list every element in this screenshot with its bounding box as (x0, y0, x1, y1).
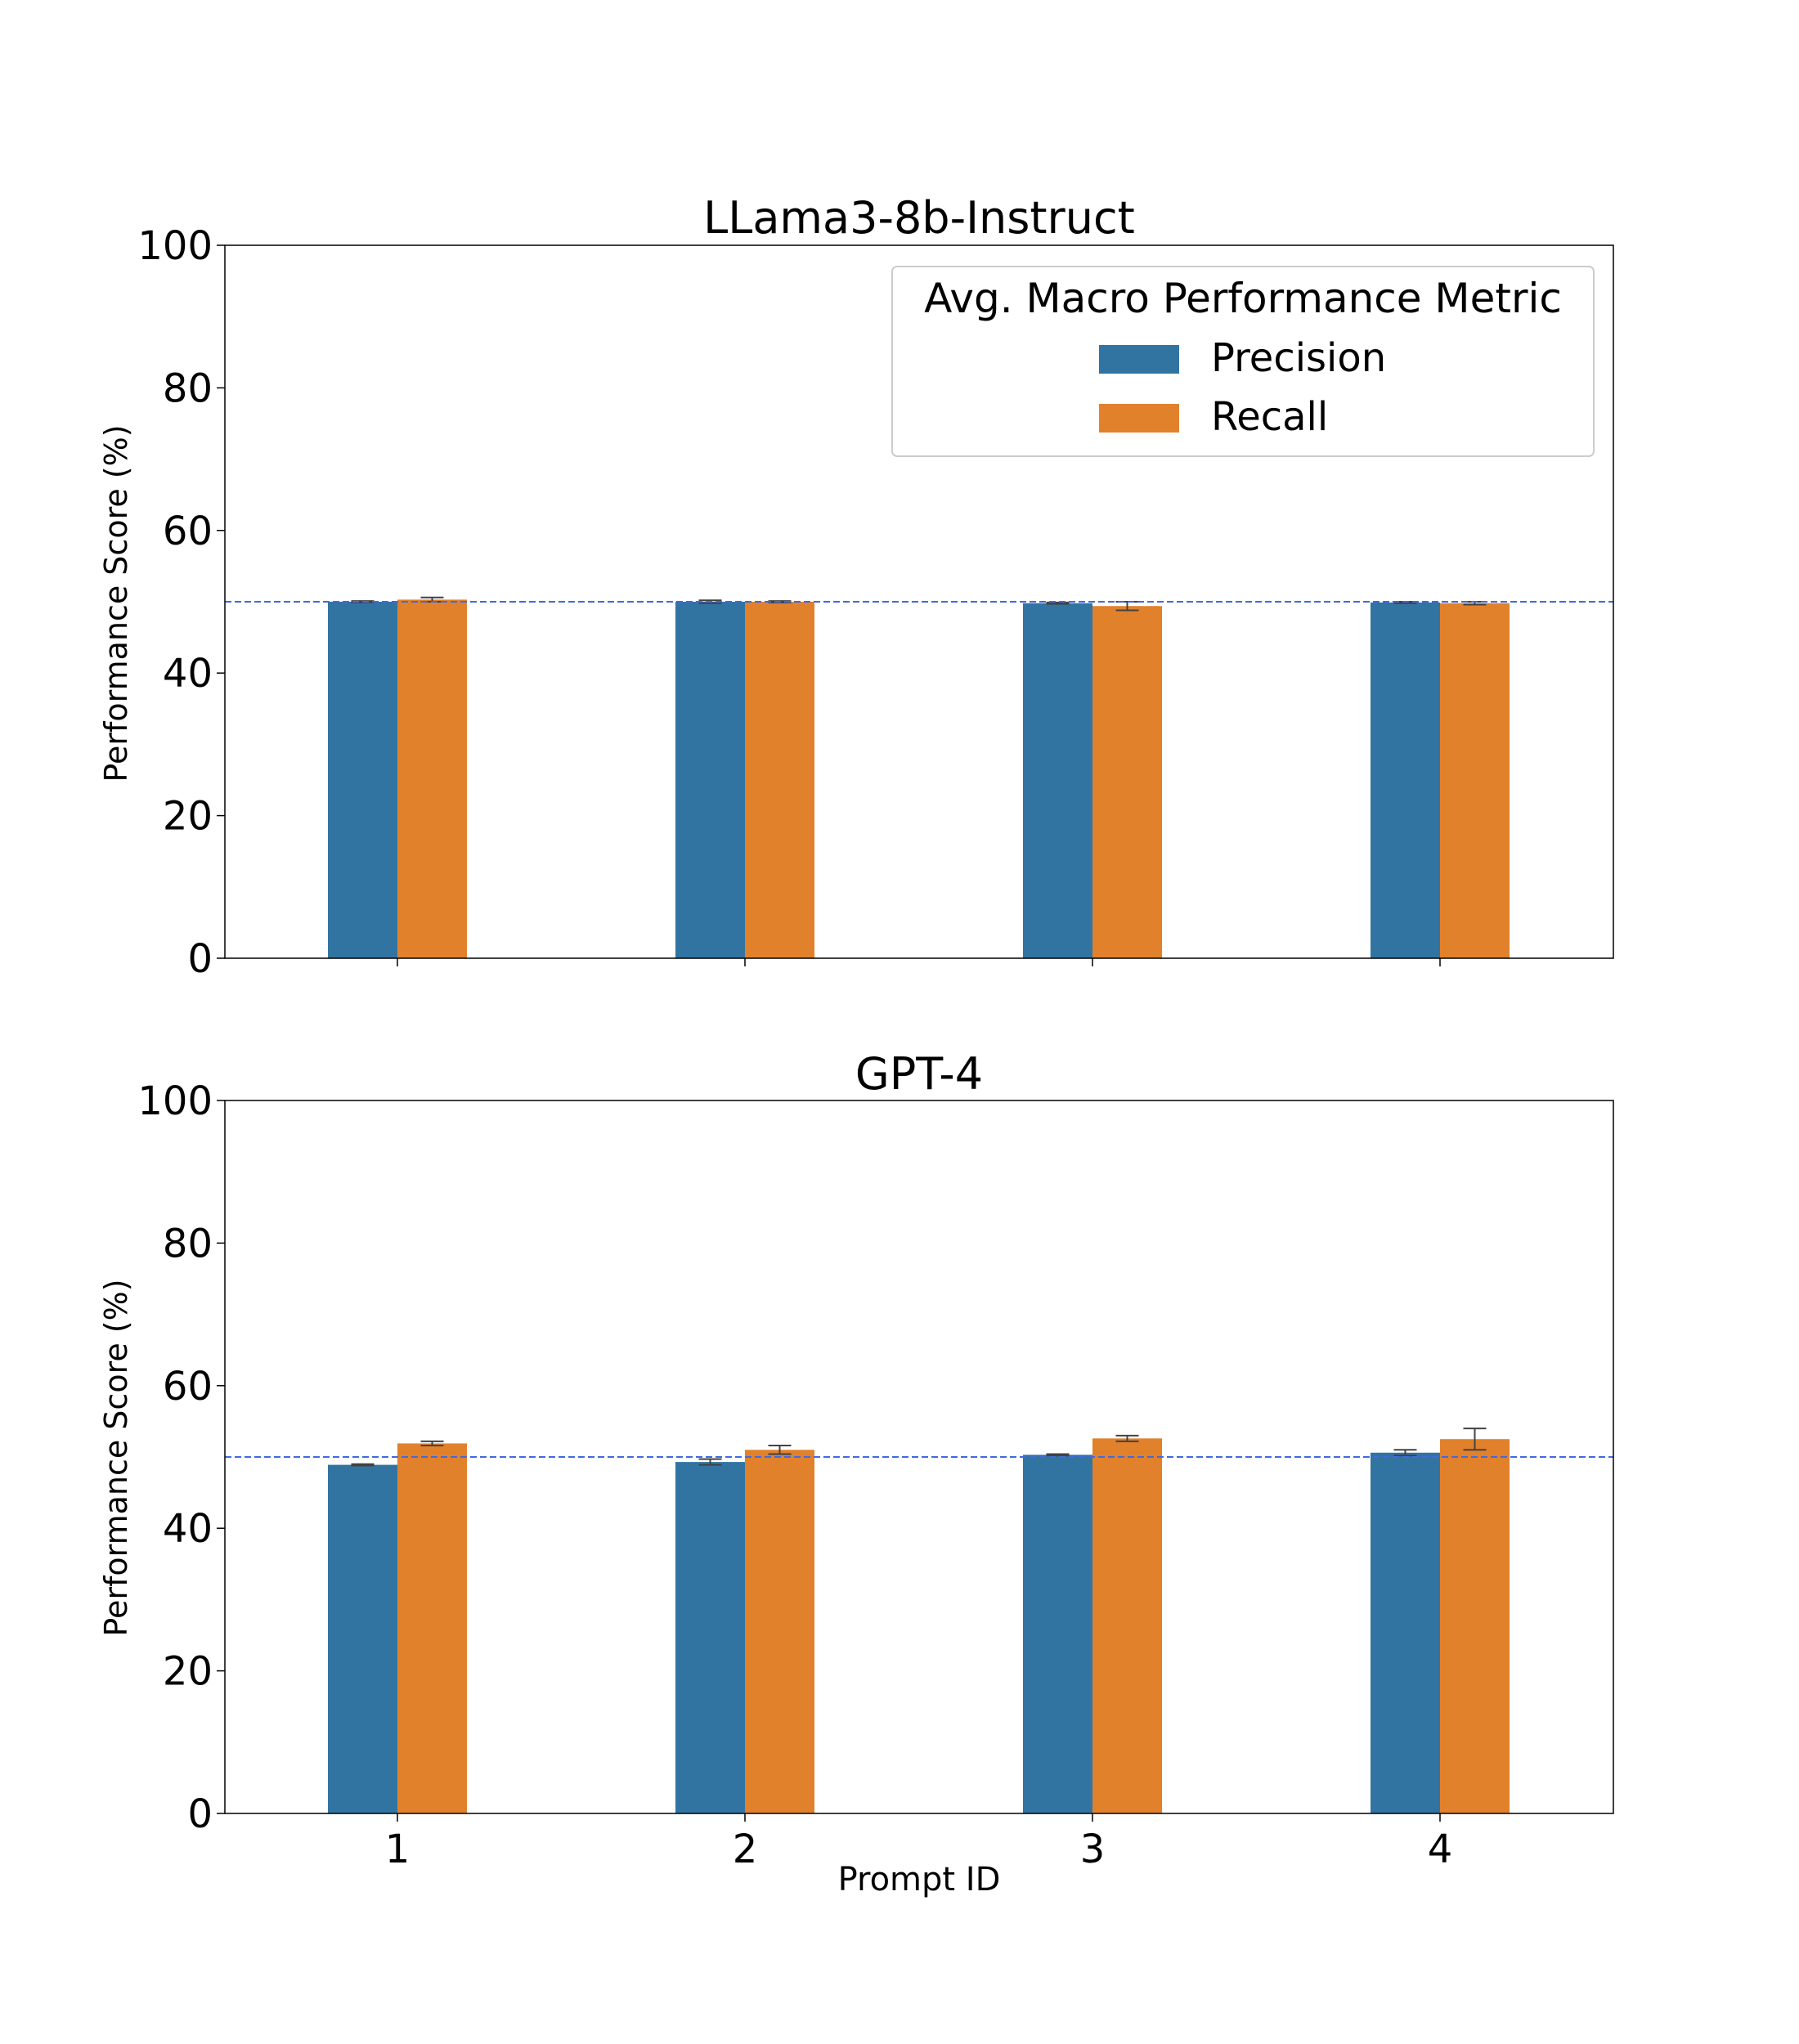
panel-llama3: LLama3-8b-Instruct 0 20 40 60 80 100 Performa… (98, 192, 1614, 982)
y-tick-label: 80 (163, 1221, 213, 1266)
panel-marks (225, 596, 1613, 958)
y-tick-label: 40 (163, 651, 213, 697)
y-tick-label: 20 (163, 1649, 213, 1695)
legend-frame (891, 266, 1595, 457)
error-bar-precision-prompt-3 (1046, 601, 1070, 605)
bar-precision-prompt-4 (1371, 1452, 1440, 1813)
y-tick-label: 60 (163, 509, 213, 554)
x-tick-label: 1 (385, 1827, 410, 1872)
y-tick-label: 100 (137, 1078, 213, 1124)
y-tick-label: 0 (187, 1791, 213, 1837)
panel-gpt4: GPT-4 0 20 40 60 80 100 1 2 3 4 Performance Score… (98, 1048, 1614, 1898)
y-tick-label: 80 (163, 365, 213, 411)
x-tick-label: 3 (1080, 1827, 1106, 1872)
x-axis-label: Prompt ID (838, 1861, 1001, 1898)
bar-recall-prompt-3 (1092, 606, 1162, 958)
legend-title: Avg. Macro Performance Metric (924, 275, 1562, 322)
y-tick-label: 0 (187, 936, 213, 982)
panel-marks (225, 1428, 1613, 1813)
bar-precision-prompt-3 (1023, 603, 1092, 958)
y-axis-label: Performance Score (%) (98, 424, 134, 782)
bar-precision-prompt-3 (1023, 1455, 1092, 1813)
panel-axes: 0 20 40 60 80 100 1 2 3 4 (137, 1078, 1614, 1872)
x-tick-label: 2 (733, 1827, 758, 1872)
plot-frame (224, 244, 1614, 959)
legend: Avg. Macro Performance Metric Precision … (891, 266, 1595, 457)
bar-precision-prompt-1 (328, 602, 397, 958)
error-bar-recall-prompt-3 (1115, 1434, 1139, 1442)
y-axis-label: Performance Score (%) (98, 1279, 134, 1636)
panel-title: LLama3-8b-Instruct (703, 192, 1135, 244)
error-bar-precision-prompt-4 (1393, 1449, 1417, 1457)
bar-recall-prompt-2 (745, 1450, 814, 1813)
legend-swatch-recall (1099, 404, 1179, 433)
legend-label-precision: Precision (1211, 335, 1386, 381)
y-tick-label: 100 (137, 223, 213, 269)
bar-precision-prompt-1 (328, 1464, 397, 1813)
panel-title: GPT-4 (855, 1048, 983, 1100)
bar-recall-prompt-1 (397, 1443, 467, 1813)
y-tick-label: 40 (163, 1506, 213, 1552)
bar-recall-prompt-3 (1092, 1438, 1162, 1813)
plot-frame (224, 1100, 1614, 1814)
bar-recall-prompt-4 (1440, 603, 1510, 958)
bar-recall-prompt-2 (745, 602, 814, 958)
bar-precision-prompt-4 (1371, 602, 1440, 958)
bar-recall-prompt-4 (1440, 1439, 1510, 1813)
panel-axes: 0 20 40 60 80 100 (137, 223, 1614, 982)
error-bar-recall-prompt-2 (768, 1445, 792, 1455)
legend-swatch-precision (1099, 345, 1179, 374)
error-bar-recall-prompt-1 (420, 1440, 444, 1447)
x-tick-label: 4 (1428, 1827, 1453, 1872)
y-tick-label: 20 (163, 794, 213, 840)
error-bar-recall-prompt-4 (1463, 1428, 1487, 1451)
bar-precision-prompt-2 (675, 602, 745, 958)
legend-label-recall: Recall (1211, 394, 1328, 440)
error-bar-precision-prompt-2 (698, 1458, 722, 1466)
error-bar-precision-prompt-3 (1046, 1453, 1070, 1457)
error-bar-precision-prompt-1 (351, 1463, 375, 1467)
y-tick-label: 60 (163, 1364, 213, 1410)
bar-precision-prompt-2 (675, 1462, 745, 1813)
bar-recall-prompt-1 (397, 599, 467, 958)
